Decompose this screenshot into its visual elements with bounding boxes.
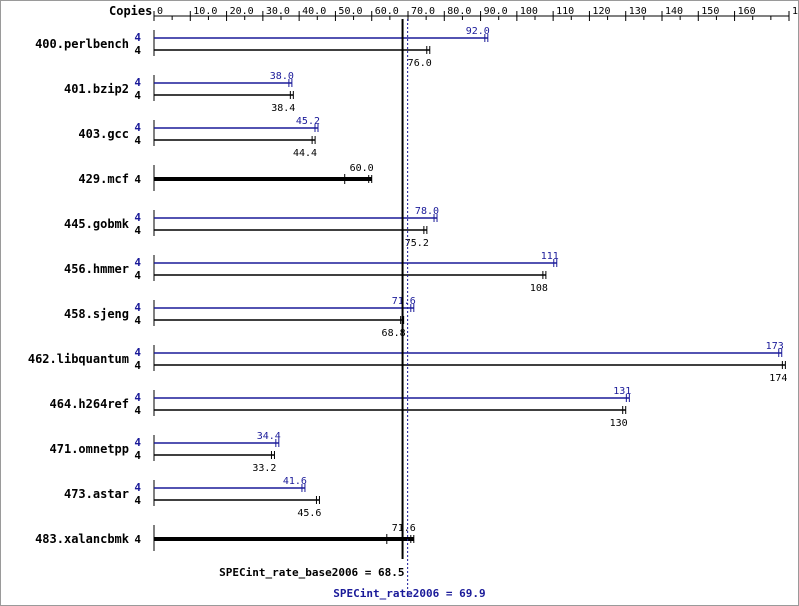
peak-copies-count: 4 (134, 256, 141, 269)
x-tick-label: 160 (738, 6, 756, 17)
base-copies-count: 4 (134, 269, 141, 282)
benchmark-label: 462.libquantum (28, 352, 129, 366)
base-value-label: 174 (769, 373, 787, 384)
x-tick-label: 140 (665, 6, 683, 17)
copies-header: Copies (109, 4, 152, 18)
peak-value-label: 41.6 (283, 476, 307, 487)
peak-copies-count: 4 (134, 481, 141, 494)
base-value-label: 130 (610, 418, 628, 429)
benchmark-label: 445.gobmk (64, 217, 130, 231)
base-value-label: 68.8 (382, 328, 406, 339)
x-tick-label: 90.0 (484, 6, 508, 17)
benchmark-label: 401.bzip2 (64, 82, 129, 96)
x-tick-label: 110 (556, 6, 574, 17)
x-tick-label: 100 (520, 6, 538, 17)
base-value-label: 38.4 (271, 103, 295, 114)
base-value-label: 33.2 (252, 463, 276, 474)
benchmark-label: 456.hmmer (64, 262, 129, 276)
peak-value-label: 38.0 (270, 71, 294, 82)
base-copies-count: 4 (134, 449, 141, 462)
peak-copies-count: 4 (134, 436, 141, 449)
peak-copies-count: 4 (134, 31, 141, 44)
x-tick-label: 175 (792, 6, 798, 17)
base-summary-label: SPECint_rate_base2006 = 68.5 (219, 566, 404, 579)
benchmark-label: 483.xalancbmk (35, 532, 130, 546)
benchmark-label: 464.h264ref (50, 397, 129, 411)
x-tick-label: 40.0 (302, 6, 326, 17)
x-tick-label: 20.0 (230, 6, 254, 17)
peak-summary-label: SPECint_rate2006 = 69.9 (333, 587, 485, 600)
base-copies-count: 4 (134, 359, 141, 372)
copies-count: 4 (134, 533, 141, 546)
peak-copies-count: 4 (134, 346, 141, 359)
peak-copies-count: 4 (134, 391, 141, 404)
base-copies-count: 4 (134, 494, 141, 507)
peak-copies-count: 4 (134, 76, 141, 89)
base-copies-count: 4 (134, 404, 141, 417)
x-tick-label: 10.0 (193, 6, 217, 17)
x-tick-label: 130 (629, 6, 647, 17)
peak-value-label: 173 (766, 341, 784, 352)
peak-value-label: 34.4 (257, 431, 281, 442)
x-tick-label: 120 (592, 6, 610, 17)
peak-copies-count: 4 (134, 121, 141, 134)
peak-value-label: 45.2 (296, 116, 320, 127)
base-copies-count: 4 (134, 89, 141, 102)
base-value-label: 71.6 (392, 523, 416, 534)
peak-value-label: 78.0 (415, 206, 439, 217)
x-tick-label: 30.0 (266, 6, 290, 17)
base-value-label: 44.4 (293, 148, 317, 159)
peak-copies-count: 4 (134, 211, 141, 224)
x-tick-label: 150 (701, 6, 719, 17)
benchmark-label: 429.mcf (78, 172, 129, 186)
peak-value-label: 131 (613, 386, 631, 397)
x-tick-label: 70.0 (411, 6, 435, 17)
peak-value-label: 71.6 (392, 296, 416, 307)
benchmark-label: 471.omnetpp (50, 442, 129, 456)
peak-copies-count: 4 (134, 301, 141, 314)
base-copies-count: 4 (134, 224, 141, 237)
peak-value-label: 92.0 (466, 26, 490, 37)
base-value-label: 60.0 (350, 163, 374, 174)
x-tick-label: 60.0 (375, 6, 399, 17)
benchmark-label: 458.sjeng (64, 307, 129, 321)
benchmark-label: 400.perlbench (35, 37, 129, 51)
x-tick-label: 80.0 (447, 6, 471, 17)
base-copies-count: 4 (134, 314, 141, 327)
base-value-label: 76.0 (408, 58, 432, 69)
base-value-label: 45.6 (297, 508, 321, 519)
peak-value-label: 111 (541, 251, 559, 262)
x-tick-label: 50.0 (338, 6, 362, 17)
base-copies-count: 4 (134, 134, 141, 147)
benchmark-label: 473.astar (64, 487, 129, 501)
base-value-label: 75.2 (405, 238, 429, 249)
x-tick-label: 0 (157, 6, 163, 17)
base-value-label: 108 (530, 283, 548, 294)
base-copies-count: 4 (134, 44, 141, 57)
copies-count: 4 (134, 173, 141, 186)
benchmark-label: 403.gcc (78, 127, 129, 141)
